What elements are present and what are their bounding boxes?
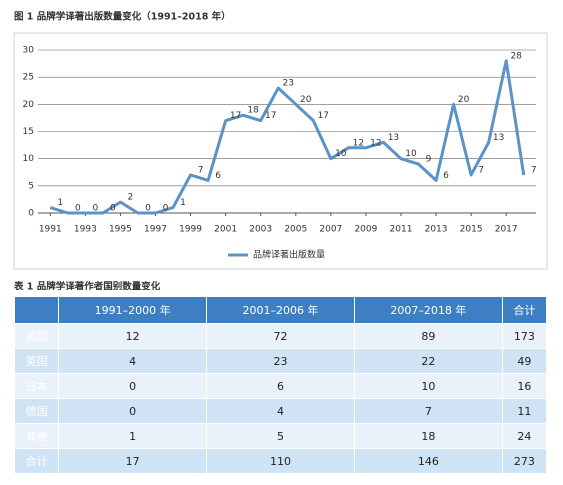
data-label: 2: [128, 193, 134, 203]
x-tick-label: 2003: [249, 225, 272, 235]
data-label: 9: [426, 155, 432, 165]
table-cell: 7: [353, 398, 503, 424]
column-header: 2007–2018 年: [353, 296, 503, 324]
row-header: 合计: [13, 448, 60, 474]
data-label: 17: [318, 111, 329, 121]
data-label: 7: [198, 165, 204, 175]
table-title: 表 1 品牌学译著作者国别数量变化: [13, 281, 161, 291]
data-label: 6: [443, 171, 449, 181]
row-header: 日本: [13, 373, 60, 399]
table-cell: 4: [206, 398, 355, 424]
table-cell: 6: [206, 373, 355, 399]
table-row: 其他 1 5 18 24: [13, 423, 548, 449]
data-label: 18: [247, 106, 259, 116]
column-header: 1991–2000 年: [58, 296, 208, 324]
table-row: 英国 4 23 22 49: [13, 348, 548, 374]
table-cell: 5: [206, 423, 355, 449]
table-cell: 11: [501, 398, 548, 424]
data-label: 17: [265, 111, 276, 121]
table-cell: 173: [501, 323, 548, 349]
x-tick-label: 2013: [425, 225, 448, 235]
data-label: 10: [405, 149, 417, 159]
data-label: 20: [458, 95, 470, 105]
x-tick-label: 2007: [319, 225, 342, 235]
data-label: 28: [510, 51, 522, 61]
x-tick-label: 2009: [354, 225, 377, 235]
table-cell: 0: [58, 373, 208, 399]
table-row: 合计 17 110 146 273: [13, 448, 548, 474]
y-tick-label: 30: [23, 46, 35, 56]
data-label: 12: [353, 138, 364, 148]
table-cell: 72: [206, 323, 355, 349]
corner-cell: [13, 296, 60, 324]
chart-frame: [13, 32, 548, 270]
x-tick-label: 2017: [495, 225, 518, 235]
table-cell: 89: [353, 323, 503, 349]
table-row: 日本 0 6 10 16: [13, 373, 548, 399]
table-cell: 273: [501, 448, 548, 474]
x-tick-label: 2011: [390, 225, 413, 235]
data-label: 7: [478, 165, 484, 175]
data-label: 0: [75, 204, 81, 214]
table-cell: 12: [58, 323, 208, 349]
table-cell: 23: [206, 348, 355, 374]
y-tick-label: 15: [23, 127, 34, 137]
table-row: 美国 12 72 89 173: [13, 323, 548, 349]
table-cell: 18: [353, 423, 503, 449]
row-header: 德国: [13, 398, 60, 424]
y-tick-label: 5: [28, 181, 34, 191]
chart-title: 图 1 品牌学译著出版数量变化（1991–2018 年）: [14, 11, 231, 23]
data-label: 0: [145, 204, 151, 214]
y-tick-label: 20: [23, 100, 35, 110]
data-label: 0: [92, 204, 98, 214]
x-tick-label: 1997: [144, 225, 167, 235]
x-tick-label: 2015: [460, 225, 483, 235]
x-tick-label: 1991: [39, 225, 62, 235]
table-cell: 17: [58, 448, 208, 474]
table-cell: 4: [58, 348, 208, 374]
table-row: 德国 0 4 7 11: [13, 398, 548, 424]
x-tick-label: 2005: [284, 225, 307, 235]
table-cell: 110: [206, 448, 355, 474]
table-cell: 0: [58, 398, 208, 424]
x-tick-label: 1995: [109, 225, 132, 235]
data-label: 6: [215, 171, 221, 181]
data-label: 17: [230, 111, 241, 121]
chart: 图 1 品牌学译著出版数量变化（1991–2018 年） 表 1 品牌学译著作者…: [13, 11, 548, 291]
legend-label: 品牌译著出版数量: [253, 249, 325, 261]
x-tick-label: 1993: [74, 225, 97, 235]
data-label: 13: [388, 133, 399, 143]
table-cell: 16: [501, 373, 548, 399]
column-header: 2001–2006 年: [206, 296, 355, 324]
table-cell: 1: [58, 423, 208, 449]
data-label: 0: [163, 204, 169, 214]
table-cell: 146: [353, 448, 503, 474]
data-label: 13: [493, 133, 504, 143]
x-tick-label: 2001: [214, 225, 237, 235]
data-label: 7: [531, 165, 537, 175]
table-cell: 10: [353, 373, 503, 399]
table-cell: 24: [501, 423, 548, 449]
row-header: 英国: [13, 348, 60, 374]
table-cell: 49: [501, 348, 548, 374]
column-header: 合计: [501, 296, 548, 324]
table-cell: 22: [353, 348, 503, 374]
row-header: 美国: [13, 323, 60, 349]
data-line: [49, 59, 526, 215]
data-label: 1: [57, 198, 63, 208]
data-label: 12: [370, 138, 381, 148]
data-label: 0: [110, 204, 116, 214]
y-tick-label: 10: [23, 154, 35, 164]
data-label: 23: [283, 79, 294, 89]
row-header: 其他: [13, 423, 60, 449]
data-label: 1: [180, 198, 186, 208]
y-tick-label: 0: [28, 209, 34, 219]
y-tick-label: 25: [23, 73, 34, 83]
table: 1991–2000 年 2001–2006 年 2007–2018 年合计 美国 12…: [13, 296, 548, 474]
data-label: 10: [335, 149, 347, 159]
x-tick-label: 1999: [179, 225, 202, 235]
data-label: 20: [300, 95, 312, 105]
